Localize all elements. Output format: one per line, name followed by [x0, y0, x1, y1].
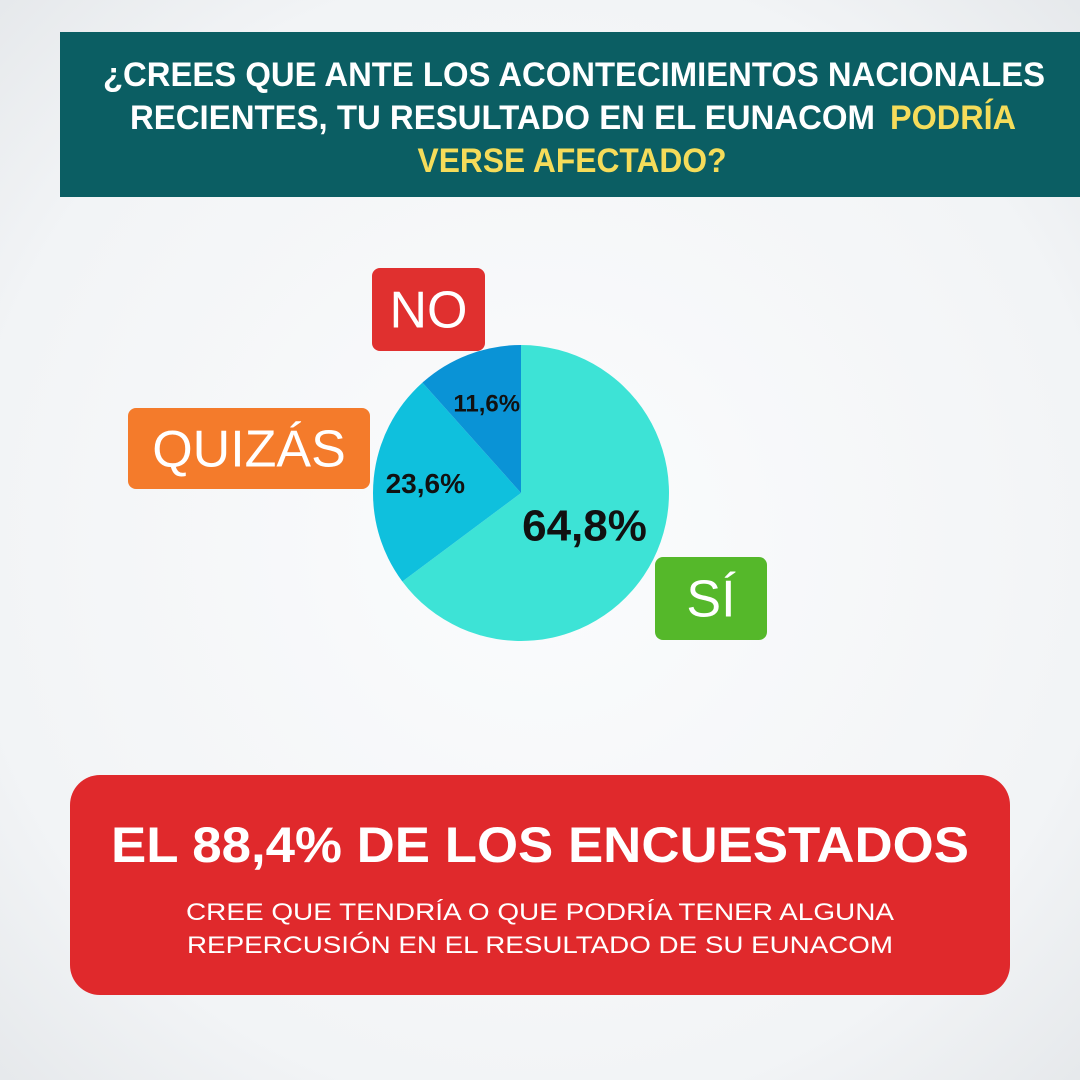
callout-body: REPERCUSIÓN EN EL RESULTADO DE SU EUNACO…: [187, 932, 893, 959]
category-box: [372, 268, 485, 351]
header-band: [60, 32, 1080, 197]
category-box: [655, 557, 767, 640]
value-label: 64,8%: [522, 501, 647, 550]
callout-headline: EL 88,4% DE LOS ENCUESTADOS: [111, 817, 969, 873]
header-line: RECIENTES, TU RESULTADO EN EL EUNACOM: [130, 99, 875, 137]
value-label: 23,6%: [386, 468, 465, 499]
pie-chart: 64,8% 23,6% 11,6% SÍ QUIZÁS NO: [128, 268, 767, 641]
header-highlight: VERSE AFECTADO?: [418, 142, 727, 180]
category-label: QUIZÁS: [152, 421, 346, 479]
callout-box: [70, 775, 1010, 995]
category-box: [128, 408, 370, 489]
category-label: NO: [390, 282, 468, 340]
pie-slice: [373, 382, 521, 582]
header-highlight: PODRÍA: [890, 99, 1016, 137]
category-label: SÍ: [686, 571, 736, 629]
pie-slice: [422, 345, 521, 493]
callout-body: CREE QUE TENDRÍA O QUE PODRÍA TENER ALGU…: [186, 899, 894, 926]
value-label: 11,6%: [453, 391, 520, 418]
header-line: ¿CREES QUE ANTE LOS ACONTECIMIENTOS NACI…: [103, 56, 1045, 94]
pie-slice: [402, 344, 669, 641]
